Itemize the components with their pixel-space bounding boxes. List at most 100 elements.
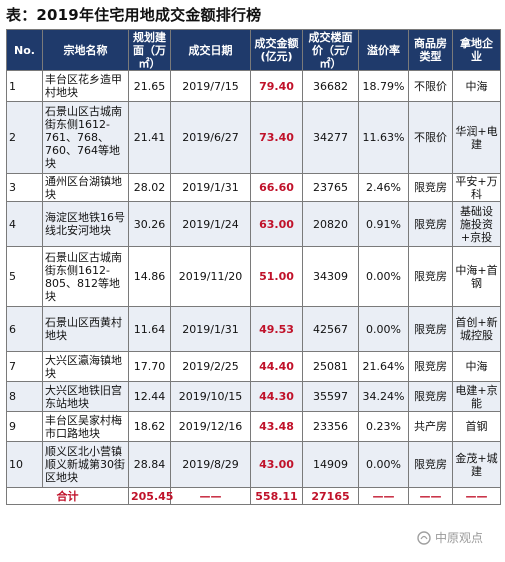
header-name: 宗地名称: [42, 29, 129, 71]
cell-type: 限竞房: [408, 381, 453, 412]
cell-amount: 66.60: [250, 173, 303, 202]
cell-area: 18.62: [128, 411, 171, 442]
cell-type: 限竞房: [408, 351, 453, 382]
cell-date: 2019/2/25: [170, 351, 251, 382]
header-company: 拿地企业: [452, 29, 501, 71]
table-row: 2 石景山区古城南街东侧1612-761、768、760、764等地块 21.4…: [6, 101, 501, 174]
cell-price: 25081: [302, 351, 359, 382]
cell-amount: 73.40: [250, 101, 303, 174]
table-row: 4 海淀区地铁16号线北安河地块 30.26 2019/1/24 63.00 2…: [6, 201, 501, 247]
cell-name: 顺义区北小营镇顺义新城第30街区地块: [42, 441, 129, 488]
cell-no: 8: [6, 381, 43, 412]
cell-company: 金茂+城建: [452, 441, 501, 488]
table-row: 5 石景山区古城南街东侧1612-805、812等地块 14.86 2019/1…: [6, 246, 501, 307]
cell-no: 3: [6, 173, 43, 202]
cell-company: 首钢: [452, 411, 501, 442]
cell-company: 首创+新城控股: [452, 306, 501, 352]
header-type: 商品房类型: [408, 29, 453, 71]
cell-date: 2019/1/24: [170, 201, 251, 247]
land-ranking-table: No. 宗地名称 规划建面（万㎡） 成交日期 成交金额(亿元) 成交楼面价（元/…: [6, 29, 501, 505]
cell-date: 2019/11/20: [170, 246, 251, 307]
cell-no: 2: [6, 101, 43, 174]
cell-company: 基础设施投资+京投: [452, 201, 501, 247]
cell-company: 华润+电建: [452, 101, 501, 174]
total-area: 205.45: [128, 487, 173, 505]
cell-no: 5: [6, 246, 43, 307]
cell-price: 35597: [302, 381, 359, 412]
cell-type: 限竞房: [408, 441, 453, 488]
cell-area: 30.26: [128, 201, 171, 247]
cell-premium: 0.91%: [358, 201, 409, 247]
cell-price: 34309: [302, 246, 359, 307]
cell-area: 28.84: [128, 441, 171, 488]
cell-date: 2019/8/29: [170, 441, 251, 488]
total-row: 合计 205.45 —— 558.11 27165 —— —— ——: [6, 487, 501, 505]
cell-no: 10: [6, 441, 43, 488]
cell-company: 中海: [452, 70, 501, 102]
header-row: No. 宗地名称 规划建面（万㎡） 成交日期 成交金额(亿元) 成交楼面价（元/…: [6, 29, 501, 71]
table-row: 10 顺义区北小营镇顺义新城第30街区地块 28.84 2019/8/29 43…: [6, 441, 501, 488]
cell-price: 14909: [302, 441, 359, 488]
total-price: 27165: [302, 487, 359, 505]
cell-area: 21.41: [128, 101, 171, 174]
cell-name: 石景山区西黄村地块: [42, 306, 129, 352]
cell-area: 28.02: [128, 173, 171, 202]
cell-amount: 44.40: [250, 351, 303, 382]
cell-date: 2019/6/27: [170, 101, 251, 174]
cell-premium: 18.79%: [358, 70, 409, 102]
cell-name: 石景山区古城南街东侧1612-805、812等地块: [42, 246, 129, 307]
cell-company: 中海+首钢: [452, 246, 501, 307]
cell-premium: 11.63%: [358, 101, 409, 174]
header-price: 成交楼面价（元/㎡）: [302, 29, 359, 71]
cell-date: 2019/1/31: [170, 173, 251, 202]
cell-type: 不限价: [408, 101, 453, 174]
cell-price: 20820: [302, 201, 359, 247]
cell-company: 平安+万科: [452, 173, 501, 202]
header-premium: 溢价率: [358, 29, 409, 71]
cell-amount: 79.40: [250, 70, 303, 102]
cell-date: 2019/7/15: [170, 70, 251, 102]
cell-type: 限竞房: [408, 201, 453, 247]
header-area: 规划建面（万㎡）: [128, 29, 171, 71]
table-row: 9 丰台区吴家村梅市口路地块 18.62 2019/12/16 43.48 23…: [6, 411, 501, 442]
table-row: 1 丰台区花乡造甲村地块 21.65 2019/7/15 79.40 36682…: [6, 70, 501, 102]
cell-name: 丰台区花乡造甲村地块: [42, 70, 129, 102]
cell-premium: 21.64%: [358, 351, 409, 382]
cell-amount: 49.53: [250, 306, 303, 352]
cell-premium: 0.23%: [358, 411, 409, 442]
cell-date: 2019/12/16: [170, 411, 251, 442]
total-premium: ——: [358, 487, 409, 505]
cell-amount: 63.00: [250, 201, 303, 247]
cell-name: 石景山区古城南街东侧1612-761、768、760、764等地块: [42, 101, 129, 174]
cell-name: 丰台区吴家村梅市口路地块: [42, 411, 129, 442]
cell-price: 34277: [302, 101, 359, 174]
total-date: ——: [170, 487, 251, 505]
watermark-text: 中原观点: [434, 531, 483, 545]
cell-premium: 34.24%: [358, 381, 409, 412]
cell-premium: 0.00%: [358, 306, 409, 352]
cell-amount: 44.30: [250, 381, 303, 412]
cell-premium: 0.00%: [358, 246, 409, 307]
cell-no: 7: [6, 351, 43, 382]
total-label: 合计: [6, 487, 129, 505]
cell-price: 36682: [302, 70, 359, 102]
table-row: 8 大兴区地铁旧宫东站地块 12.44 2019/10/15 44.30 355…: [6, 381, 501, 412]
cell-type: 共产房: [408, 411, 453, 442]
cell-date: 2019/10/15: [170, 381, 251, 412]
cell-price: 42567: [302, 306, 359, 352]
total-company: ——: [452, 487, 501, 505]
cell-name: 通州区台湖镇地块: [42, 173, 129, 202]
cell-area: 14.86: [128, 246, 171, 307]
total-amount: 558.11: [250, 487, 303, 505]
cell-company: 电建+京能: [452, 381, 501, 412]
cell-name: 大兴区瀛海镇地块: [42, 351, 129, 382]
table-row: 6 石景山区西黄村地块 11.64 2019/1/31 49.53 42567 …: [6, 306, 501, 352]
cell-area: 17.70: [128, 351, 171, 382]
cell-price: 23765: [302, 173, 359, 202]
total-type: ——: [408, 487, 453, 505]
cell-no: 6: [6, 306, 43, 352]
cell-type: 不限价: [408, 70, 453, 102]
cell-amount: 43.00: [250, 441, 303, 488]
cell-company: 中海: [452, 351, 501, 382]
cell-amount: 51.00: [250, 246, 303, 307]
